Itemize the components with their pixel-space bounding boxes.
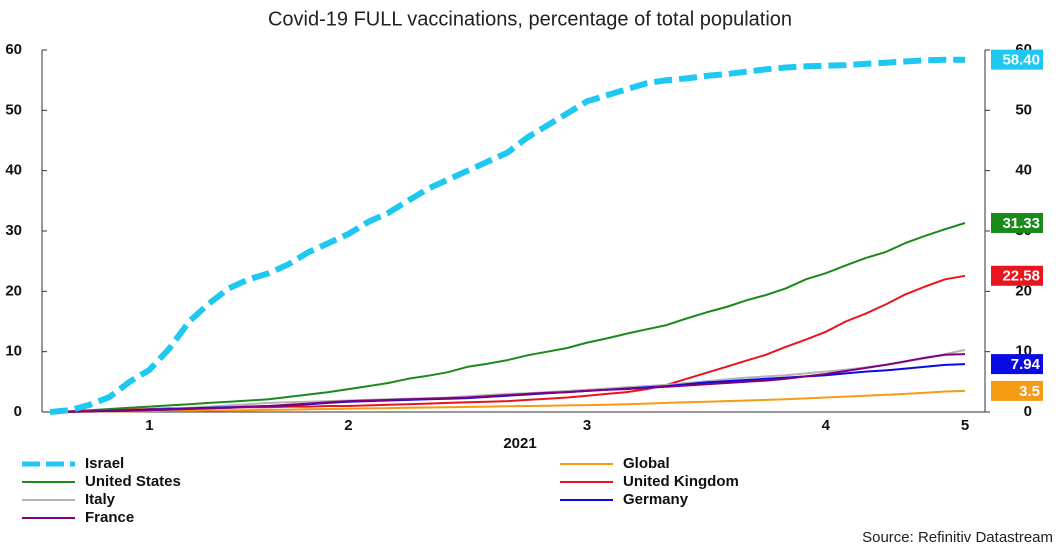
legend-label: Italy	[85, 491, 116, 508]
end-label: 7.94	[1011, 356, 1041, 373]
chart-title: Covid-19 FULL vaccinations, percentage o…	[268, 8, 792, 30]
y2-tick-label: 0	[1024, 403, 1032, 420]
series-line	[49, 353, 966, 413]
y-tick-label: 40	[5, 162, 22, 179]
y-tick-label: 30	[5, 222, 22, 239]
end-label: 22.58	[1002, 268, 1040, 285]
y-tick-label: 60	[5, 41, 22, 58]
x-tick-label: 3	[583, 417, 591, 434]
end-label: 3.5	[1019, 383, 1040, 400]
legend-label: Israel	[85, 455, 124, 472]
source: Source: Refinitiv Datastream	[862, 529, 1053, 546]
x-tick-label: 4	[822, 417, 831, 434]
x-tick-label: 1	[145, 417, 153, 434]
y-tick-label: 50	[5, 101, 22, 118]
end-label-box	[991, 380, 1043, 401]
end-label-box	[991, 212, 1043, 233]
series-line	[50, 389, 966, 413]
end-label: 58.40	[1002, 52, 1040, 69]
x-axis-label: 2021	[503, 435, 536, 452]
end-label-box	[991, 354, 1043, 375]
series-line	[49, 56, 965, 415]
y-tick-label: 20	[5, 282, 22, 299]
legend-label: United States	[85, 473, 181, 490]
legend-label: Global	[623, 455, 670, 472]
y2-tick-label: 50	[1015, 101, 1032, 118]
end-label-box	[991, 49, 1043, 70]
y2-tick-label: 40	[1015, 162, 1032, 179]
series-line	[49, 222, 966, 413]
y-tick-label: 10	[5, 343, 22, 360]
legend-label: France	[85, 509, 134, 526]
x-tick-label: 2	[344, 417, 352, 434]
series-line	[49, 274, 966, 413]
x-tick-label: 5	[961, 417, 969, 434]
legend-label: Germany	[623, 491, 689, 508]
end-label-box	[991, 265, 1043, 286]
legend-label: United Kingdom	[623, 473, 739, 490]
y-tick-label: 0	[14, 403, 22, 420]
y2-tick-label: 20	[1015, 282, 1032, 299]
end-label: 31.33	[1002, 215, 1040, 232]
